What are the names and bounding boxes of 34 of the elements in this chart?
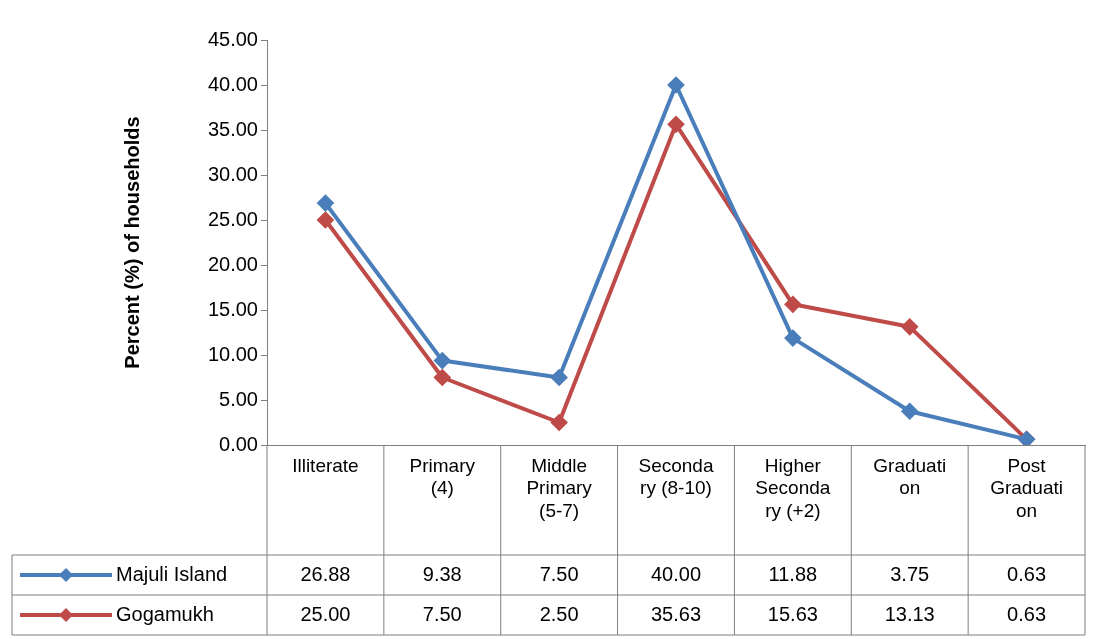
data-label: 26.88 xyxy=(300,562,351,585)
y-tick-label: 30.00 xyxy=(207,162,258,185)
data-label: 9.38 xyxy=(422,562,462,585)
data-label: 40.00 xyxy=(650,562,702,585)
data-label: 0.63 xyxy=(1007,562,1047,585)
y-tick-label: 35.00 xyxy=(207,117,258,140)
y-axis-title: Percent (%) of households xyxy=(120,116,143,369)
y-tick-label: 20.00 xyxy=(207,252,258,275)
y-tick-label: 40.00 xyxy=(207,72,258,95)
data-label: 15.63 xyxy=(767,602,818,625)
data-label: 35.63 xyxy=(650,602,702,625)
y-tick-label: 25.00 xyxy=(207,207,258,230)
data-label: 11.88 xyxy=(768,562,818,585)
x-tick-label: Illiterate xyxy=(292,454,359,476)
data-label: 7.50 xyxy=(422,602,462,625)
y-tick-label: 10.00 xyxy=(207,342,258,365)
legend-label: Majuli Island xyxy=(116,562,228,585)
data-label: 25.00 xyxy=(300,602,351,625)
x-tick-label: Secondary (8-10) xyxy=(638,454,714,499)
x-tick-label: Primary (4) xyxy=(409,454,476,499)
x-tick-label: Higher Secondary (+2) xyxy=(755,454,831,522)
y-tick-label: 15.00 xyxy=(207,297,258,320)
data-label: 0.63 xyxy=(1007,602,1047,625)
y-tick-label: 5.00 xyxy=(219,387,258,410)
x-tick-label: Middle Primary (5-7) xyxy=(526,454,593,522)
y-tick-label: 0.00 xyxy=(219,432,258,455)
data-label: 13.13 xyxy=(884,602,935,625)
data-label: 7.50 xyxy=(539,562,579,585)
x-tick-label: Post Graduation xyxy=(990,454,1064,522)
x-tick-label: Graduation xyxy=(873,454,947,499)
data-label: 3.75 xyxy=(890,562,930,585)
y-tick-label: 45.00 xyxy=(207,27,258,50)
legend-label: Gogamukh xyxy=(116,602,214,625)
data-label: 2.50 xyxy=(539,602,579,625)
